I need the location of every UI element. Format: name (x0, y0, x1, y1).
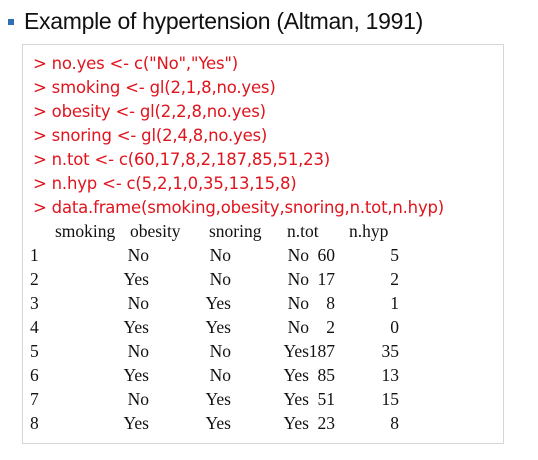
cell-n-tot: 2 (326, 317, 335, 337)
cell-smoking: Yes (123, 317, 149, 337)
cell-n-tot: 85 (317, 365, 336, 385)
column-header-obesity: obesity (130, 221, 181, 241)
cell-n-tot: 8 (326, 293, 335, 313)
cell-smoking: No (127, 341, 149, 361)
cell-snoring: Yes (283, 365, 309, 385)
cell-obesity: No (209, 365, 231, 385)
cell-obesity: No (209, 269, 231, 289)
cell-obesity: Yes (205, 413, 231, 433)
cell-snoring: Yes (283, 341, 309, 361)
row-index: 4 (30, 317, 39, 337)
cell-n-hyp: 13 (381, 365, 400, 385)
cell-snoring: No (287, 293, 309, 313)
cell-n-hyp: 35 (381, 341, 400, 361)
column-header-smoking: smoking (55, 221, 116, 241)
r-command-line: > snoring <- gl(2,4,8,no.yes) (33, 126, 268, 145)
row-index: 5 (30, 341, 39, 361)
output-row: 3 No Yes No 8 1 (23, 293, 505, 317)
cell-n-tot: 17 (317, 269, 336, 289)
output-row: 5 No No Yes 187 35 (23, 341, 505, 365)
r-command-line: > n.hyp <- c(5,2,1,0,35,13,15,8) (33, 174, 297, 193)
cell-snoring: Yes (283, 413, 309, 433)
row-index: 3 (30, 293, 39, 313)
row-index: 7 (30, 389, 39, 409)
r-console-box: > no.yes <- c("No","Yes") > smoking <- g… (22, 44, 504, 444)
output-header-row: smoking obesity snoring n.tot n.hyp (23, 221, 505, 245)
cell-snoring: Yes (283, 389, 309, 409)
column-header-n-hyp: n.hyp (349, 221, 389, 241)
output-row: 6 Yes No Yes 85 13 (23, 365, 505, 389)
output-row: 7 No Yes Yes 51 15 (23, 389, 505, 413)
output-row: 2 Yes No No 17 2 (23, 269, 505, 293)
cell-n-hyp: 0 (390, 317, 399, 337)
row-index: 8 (30, 413, 39, 433)
cell-obesity: Yes (205, 317, 231, 337)
cell-n-tot: 187 (308, 341, 335, 361)
cell-snoring: No (287, 245, 309, 265)
cell-smoking: No (127, 293, 149, 313)
cell-smoking: Yes (123, 365, 149, 385)
title-text: Example of hypertension (Altman, 1991) (24, 7, 423, 34)
cell-n-hyp: 8 (390, 413, 399, 433)
r-command-lines: > no.yes <- c("No","Yes") > smoking <- g… (33, 52, 444, 220)
cell-obesity: No (209, 245, 231, 265)
cell-n-hyp: 5 (390, 245, 399, 265)
cell-obesity: Yes (205, 293, 231, 313)
row-index: 2 (30, 269, 39, 289)
data-frame-output: smoking obesity snoring n.tot n.hyp 1 No… (23, 45, 505, 445)
cell-snoring: No (287, 317, 309, 337)
cell-n-hyp: 2 (390, 269, 399, 289)
output-row: 4 Yes Yes No 2 0 (23, 317, 505, 341)
slide-title: Example of hypertension (Altman, 1991) (8, 4, 423, 38)
r-command-line: > obesity <- gl(2,2,8,no.yes) (33, 102, 266, 121)
cell-smoking: No (127, 245, 149, 265)
r-command-line: > smoking <- gl(2,1,8,no.yes) (33, 78, 276, 97)
column-header-snoring: snoring (209, 221, 262, 241)
cell-snoring: No (287, 269, 309, 289)
r-command-line: > n.tot <- c(60,17,8,2,187,85,51,23) (33, 150, 331, 169)
column-header-n-tot: n.tot (287, 221, 319, 241)
cell-smoking: Yes (123, 269, 149, 289)
output-row: 8 Yes Yes Yes 23 8 (23, 413, 505, 437)
output-row: 1 No No No 60 5 (23, 245, 505, 269)
cell-n-hyp: 15 (381, 389, 400, 409)
cell-smoking: Yes (123, 413, 149, 433)
cell-obesity: Yes (205, 389, 231, 409)
cell-n-hyp: 1 (390, 293, 399, 313)
r-command-line: > no.yes <- c("No","Yes") (33, 54, 238, 73)
cell-n-tot: 23 (317, 413, 336, 433)
cell-n-tot: 51 (317, 389, 336, 409)
square-bullet-icon (8, 19, 14, 25)
row-index: 1 (30, 245, 39, 265)
r-command-line: > data.frame(smoking,obesity,snoring,n.t… (33, 198, 445, 217)
cell-smoking: No (127, 389, 149, 409)
cell-n-tot: 60 (317, 245, 336, 265)
cell-obesity: No (209, 341, 231, 361)
row-index: 6 (30, 365, 39, 385)
